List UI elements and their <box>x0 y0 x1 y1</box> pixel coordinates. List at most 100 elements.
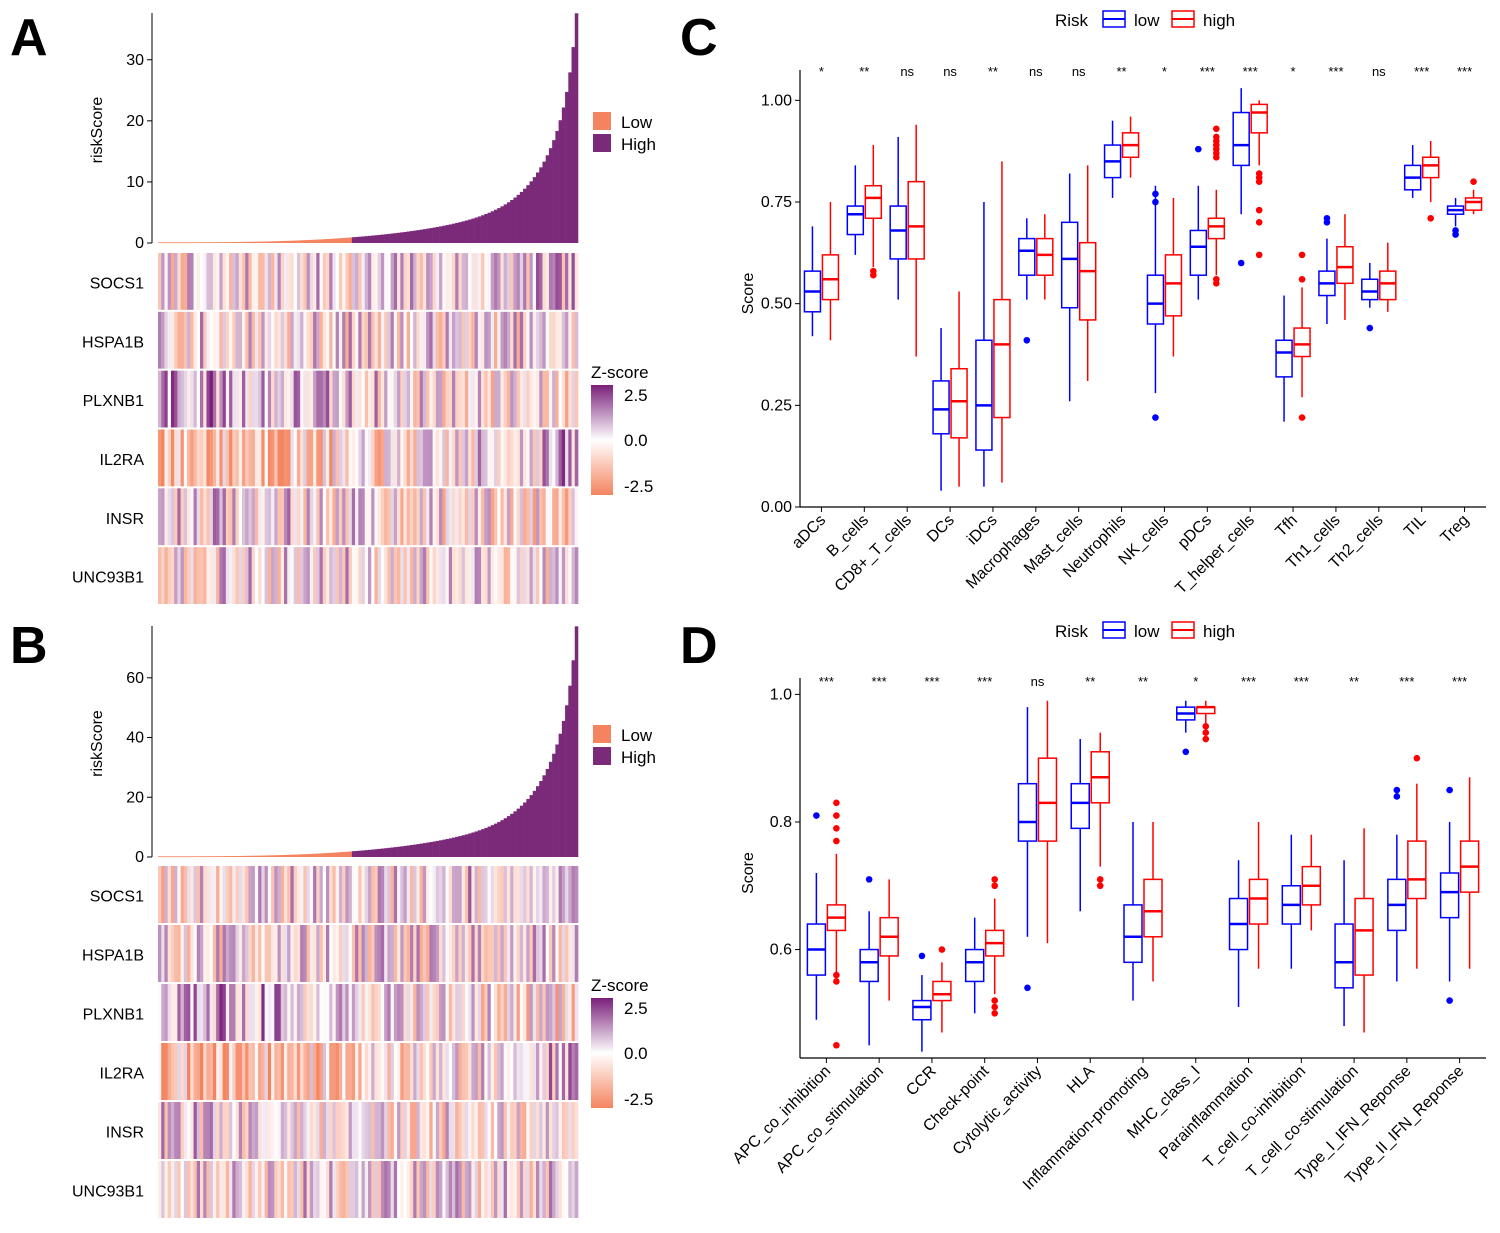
boxplot-panel-c: 0.000.250.500.751.00ScoreaDCs*B_cells**C… <box>740 64 1486 597</box>
heatmap-gene-label: INSR <box>106 511 144 528</box>
heatmap-cell <box>400 925 404 982</box>
box-body <box>1146 274 1165 325</box>
heatmap-cell <box>238 488 243 546</box>
box-body <box>1464 197 1483 211</box>
heatmap-cell <box>468 370 472 428</box>
heatmap-cell <box>529 488 534 546</box>
heatmap-cell <box>461 984 466 1041</box>
heatmap-cell <box>245 253 249 310</box>
heatmap-cell <box>348 1043 353 1100</box>
heatmap-cell <box>206 1102 211 1159</box>
heatmap-cell <box>561 370 566 428</box>
heatmap-cell <box>574 429 579 487</box>
box-body <box>1070 782 1090 830</box>
heatmap-cell <box>200 429 204 487</box>
heatmap-cell <box>212 1102 217 1159</box>
heatmap-cell <box>565 253 569 310</box>
box-outlier-point <box>1096 882 1104 890</box>
heatmap-cell <box>458 311 463 369</box>
heatmap-cell <box>190 253 194 310</box>
risk-score-bar <box>287 854 291 857</box>
heatmap-cell <box>474 1161 479 1218</box>
heatmap-cell <box>380 488 385 546</box>
significance-label: *** <box>1452 674 1467 689</box>
risk-score-bar <box>313 239 317 243</box>
heatmap-cell <box>158 547 162 604</box>
heatmap-cell <box>452 1161 456 1218</box>
risk-score-bar <box>494 823 498 857</box>
heatmap-cell <box>558 370 563 428</box>
heatmap-cell <box>206 311 211 369</box>
heatmap-cell <box>410 547 414 604</box>
heatmap-cell <box>442 429 446 487</box>
heatmap-cell <box>523 866 527 923</box>
risk-score-bar <box>510 200 514 243</box>
heatmap-cell <box>219 311 223 369</box>
heatmap-cell <box>422 984 427 1041</box>
heatmap-cell <box>212 925 217 982</box>
heatmap-cell <box>464 925 469 982</box>
heatmap-cell <box>164 311 169 369</box>
heatmap-cell <box>361 488 366 546</box>
heatmap-cell <box>284 1102 288 1159</box>
heatmap-cell <box>216 1102 220 1159</box>
heatmap-cell <box>555 925 559 982</box>
heatmap-cell <box>258 1043 262 1100</box>
heatmap-cell <box>500 370 505 428</box>
heatmap-cell <box>481 311 485 369</box>
heatmap-cell <box>364 429 369 487</box>
heatmap-cell <box>355 311 359 369</box>
heatmap-cell <box>332 1161 337 1218</box>
heatmap-cell <box>545 547 550 604</box>
heatmap-cell <box>280 488 285 546</box>
heatmap-cell <box>200 547 204 604</box>
heatmap-cell <box>361 1102 366 1159</box>
heatmap-cell <box>442 1161 446 1218</box>
heatmap-cell <box>177 311 181 369</box>
heatmap-cell <box>393 925 398 982</box>
heatmap-cell <box>374 866 379 923</box>
heatmap-cell <box>319 488 324 546</box>
heatmap-cell <box>206 925 211 982</box>
heatmap-cell <box>316 925 320 982</box>
heatmap-cell <box>319 370 324 428</box>
heatmap-cell <box>548 547 553 604</box>
heatmap-cell <box>183 1102 188 1159</box>
heatmap-cell <box>190 925 194 982</box>
heatmap-cell <box>254 1102 259 1159</box>
heatmap-cell <box>361 429 366 487</box>
box-body <box>1143 878 1163 938</box>
significance-label: ** <box>1085 674 1095 689</box>
heatmap-cell <box>513 253 517 310</box>
heatmap-cell <box>316 370 320 428</box>
heatmap-cell <box>335 370 340 428</box>
heatmap-cell <box>193 311 198 369</box>
heatmap-cell <box>167 925 172 982</box>
heatmap-cell <box>242 984 246 1041</box>
risk-score-bar <box>212 856 217 857</box>
heatmap-cell <box>523 984 527 1041</box>
risk-score-bar <box>335 238 340 243</box>
heatmap-cell <box>238 866 243 923</box>
heatmap-cell <box>316 1161 320 1218</box>
heatmap-cell <box>435 311 440 369</box>
heatmap-cell <box>568 370 572 428</box>
risk-score-bar <box>494 209 498 243</box>
heatmap-cell <box>277 311 282 369</box>
heatmap-cell <box>574 547 579 604</box>
heatmap-cell <box>561 1043 566 1100</box>
heatmap-gene-label: HSPA1B <box>82 948 144 965</box>
heatmap-cell <box>519 253 524 310</box>
heatmap-cell <box>384 547 388 604</box>
heatmap-cell <box>338 984 343 1041</box>
heatmap-cell <box>326 925 330 982</box>
heatmap-cell <box>561 1161 566 1218</box>
heatmap-cell <box>271 866 275 923</box>
heatmap-cell <box>455 1161 459 1218</box>
heatmap-cell <box>206 253 211 310</box>
heatmap-cell <box>542 984 547 1041</box>
heatmap-cell <box>351 547 356 604</box>
heatmap-cell <box>287 429 291 487</box>
heatmap-cell <box>335 253 340 310</box>
heatmap-cell <box>442 488 446 546</box>
